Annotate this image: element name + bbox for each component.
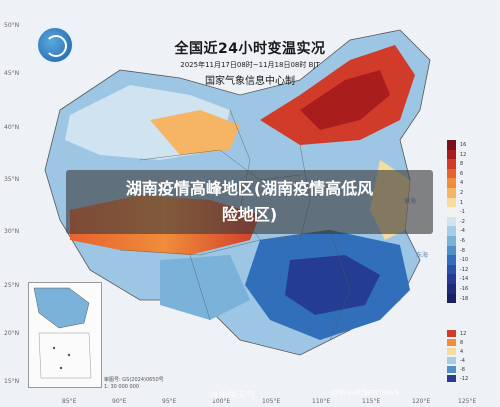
lon-label: 100°E — [212, 398, 231, 405]
legend2-swatch — [447, 339, 456, 346]
lat-label: 25°N — [4, 282, 20, 289]
map-scale: 1: 30 000 000 — [104, 384, 140, 390]
map-header: 全国近24小时变温实况 2025年11月17日08时~11月18日08时 BJT… — [150, 38, 350, 87]
lon-label: 105°E — [262, 398, 281, 405]
lon-label: 85°E — [62, 398, 77, 405]
map-agency: 国家气象信息中心制 — [205, 76, 295, 87]
legend-swatch — [447, 245, 456, 256]
watermark: @weathernews — [330, 388, 400, 398]
color-legend: 16 12 8 6 4 2 1 -1 -2 -4 -6 -8 -10 -12 -14 -16 -18 — [447, 140, 475, 304]
lon-label: 125°E — [458, 398, 477, 405]
legend2-label: -4 — [460, 358, 465, 364]
lat-label: 45°N — [4, 70, 20, 77]
lon-label: 115°E — [362, 398, 381, 405]
legend2-label: 8 — [460, 340, 464, 346]
banner-line-2: 险地区) — [221, 205, 278, 224]
inset-map-drawing — [33, 287, 92, 379]
legend-swatch — [447, 207, 456, 217]
map-time-range: 2025年11月17日08时~11月18日08时 BJT — [180, 61, 320, 69]
legend-label: 12 — [460, 151, 467, 158]
legend-swatch — [447, 168, 456, 179]
banner-line-1: 湖南疫情高峰地区(湖南疫情高低风 — [125, 179, 374, 198]
legend-label: -1 — [460, 209, 465, 216]
map-approval-number: 审图号: GS(2024)0650号 — [104, 377, 164, 383]
legend2-label: 4 — [460, 349, 464, 355]
legend2-label: -12 — [460, 376, 469, 382]
southwest-mild-region — [160, 255, 250, 320]
legend-label: 2 — [460, 190, 464, 196]
legend-label: 4 — [460, 180, 464, 187]
legend-label: -10 — [460, 257, 469, 264]
legend-label: 8 — [460, 161, 464, 168]
lat-label: 40°N — [4, 124, 20, 131]
legend-swatch — [447, 264, 456, 275]
legend-label: 1 — [460, 199, 464, 206]
legend-label: -18 — [460, 295, 469, 302]
legend-swatch — [447, 140, 456, 150]
legend-label: -16 — [460, 286, 469, 292]
legend2-label: -8 — [460, 367, 465, 373]
legend-swatch — [447, 187, 456, 198]
legend-label: 6 — [460, 170, 464, 177]
south-cold-core — [285, 255, 380, 315]
legend2-swatch — [447, 366, 456, 373]
lon-label: 110°E — [312, 398, 331, 405]
lat-label: 15°N — [4, 378, 20, 385]
legend-swatch — [447, 197, 456, 208]
south-china-sea-inset — [28, 282, 102, 388]
overlay-banner: 湖南疫情高峰地区(湖南疫情高低风 险地区) — [66, 170, 433, 234]
lat-label: 35°N — [4, 176, 20, 183]
legend-swatch — [447, 178, 456, 188]
legend-label: -12 — [460, 266, 469, 273]
sea-label-east: 东海 — [416, 252, 429, 259]
legend-swatch — [447, 274, 456, 284]
legend-swatch — [447, 159, 456, 169]
lon-label: 90°E — [112, 398, 127, 405]
legend-label: -8 — [460, 247, 465, 254]
legend-swatch — [447, 216, 456, 227]
legend-label: -2 — [460, 218, 465, 225]
legend-swatch — [447, 255, 456, 265]
legend-swatch — [447, 149, 456, 160]
legend-label: 16 — [460, 142, 467, 148]
legend-label: -14 — [460, 276, 469, 283]
legend2-swatch — [447, 375, 456, 382]
lon-label: 95°E — [162, 398, 177, 405]
lat-label: 20°N — [4, 330, 20, 337]
cma-logo — [36, 26, 74, 64]
watermark: @中国天气 — [210, 391, 256, 401]
legend-swatch — [447, 283, 456, 294]
northeast-hot-core — [300, 70, 390, 130]
legend2-swatch — [447, 330, 456, 337]
lat-label: 50°N — [4, 22, 20, 29]
legend-swatch — [447, 226, 456, 236]
legend2-swatch — [447, 357, 456, 364]
legend-swatch — [447, 235, 456, 246]
lat-label: 30°N — [4, 228, 20, 235]
legend-label: -4 — [460, 228, 465, 235]
legend-swatch — [447, 293, 456, 304]
legend-label: -6 — [460, 238, 465, 244]
legend2-label: 12 — [460, 331, 467, 337]
map-title: 全国近24小时变温实况 — [174, 41, 326, 57]
north-warm-patch — [150, 110, 240, 155]
lon-label: 120°E — [412, 398, 431, 405]
legend2-swatch — [447, 348, 456, 355]
